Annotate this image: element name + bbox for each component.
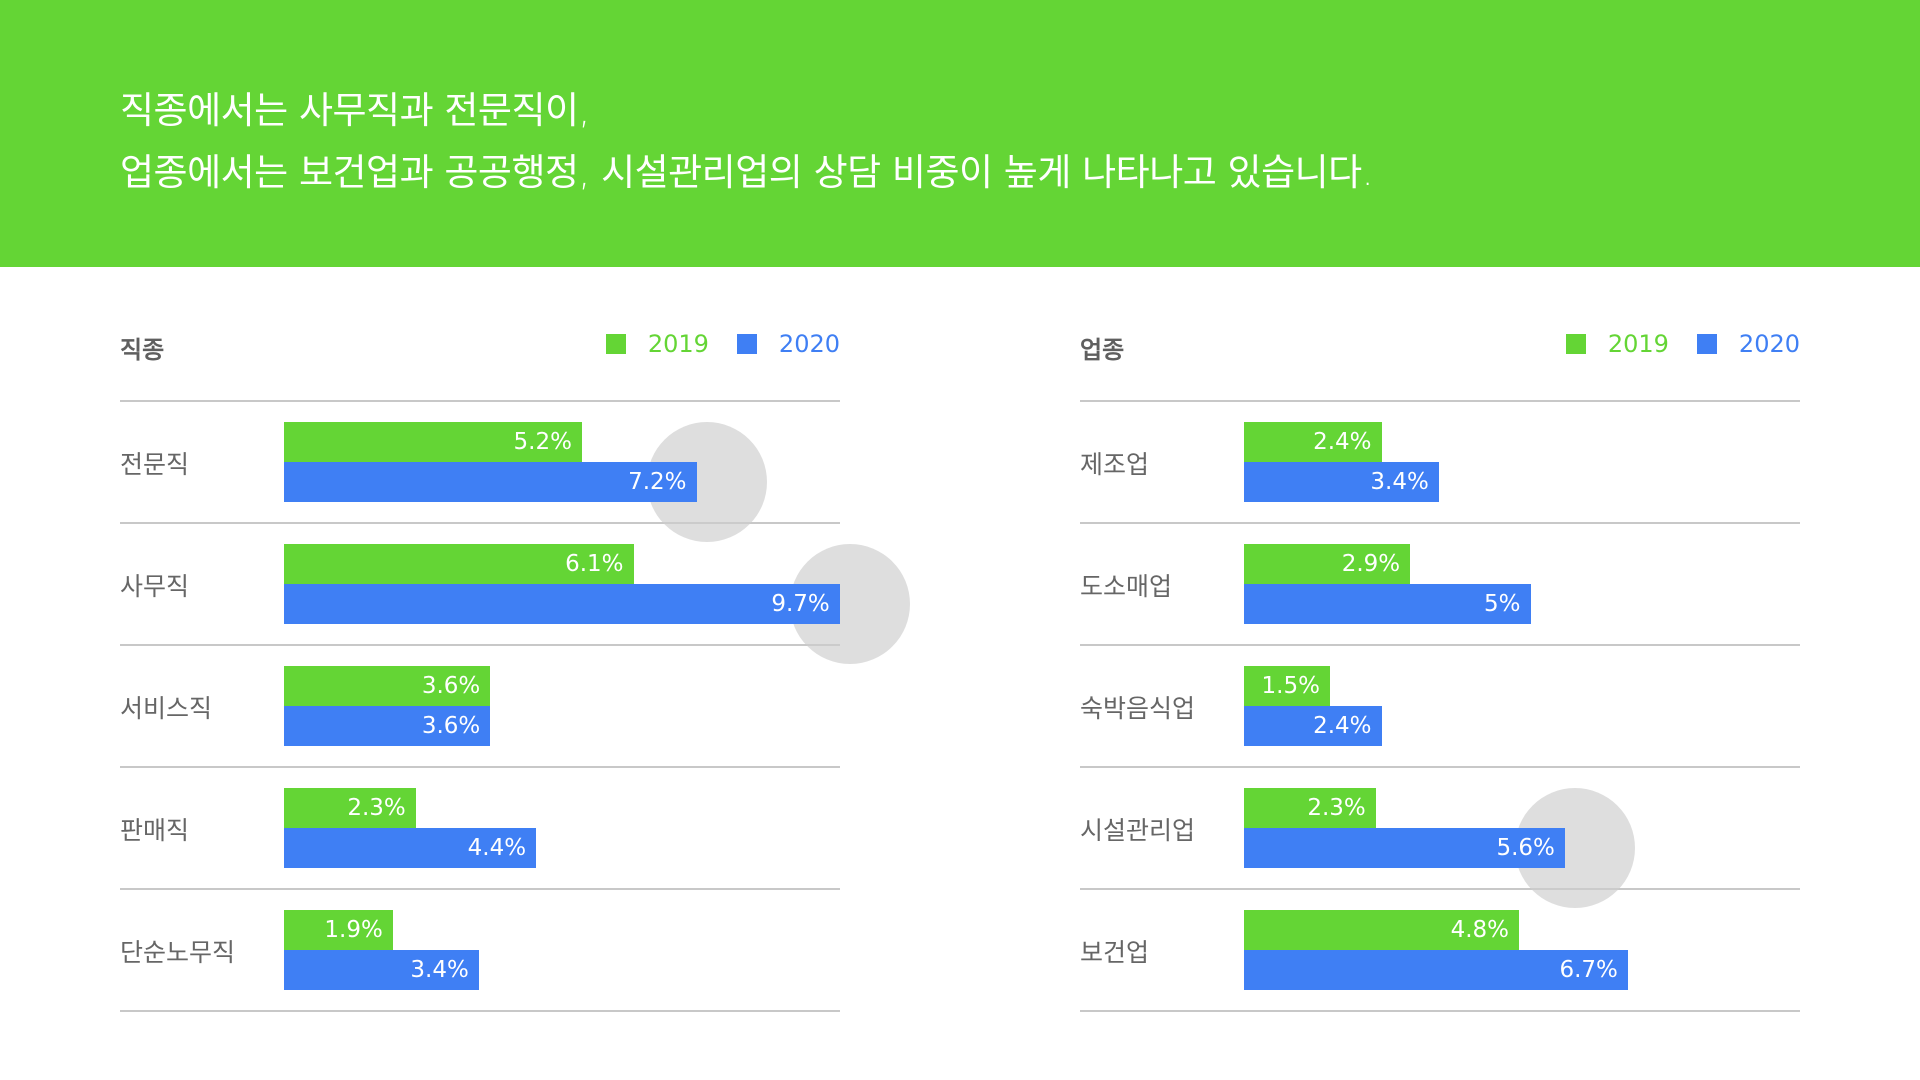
row-divider	[120, 1010, 840, 1012]
row-divider	[1080, 1010, 1800, 1012]
row-divider	[1080, 644, 1800, 646]
category-label: 보건업	[1080, 938, 1150, 967]
bar-2020: 3.6%	[284, 706, 491, 746]
bar-2020: 4.4%	[284, 828, 537, 868]
bar-2019: 1.9%	[284, 910, 393, 950]
bar-2020: 3.4%	[1244, 462, 1439, 502]
category-label: 숙박음식업	[1080, 694, 1196, 723]
legend-item-2020: 2020	[1696, 330, 1800, 358]
chart-legend: 2019 2020	[1538, 330, 1800, 358]
category-label: 판매직	[120, 816, 190, 845]
legend-label-2020: 2020	[778, 330, 840, 358]
row-divider	[1080, 888, 1800, 890]
row-divider	[1080, 522, 1800, 524]
category-label: 시설관리업	[1080, 816, 1196, 845]
header-line-1: 직종에서는 사무직과 전문직이,	[120, 89, 590, 132]
bar-2019: 5.2%	[284, 422, 582, 462]
bar-2020: 3.4%	[284, 950, 479, 990]
category-label: 단순노무직	[120, 938, 236, 967]
bar-2019: 4.8%	[1244, 910, 1520, 950]
industry-chart: 업종 2019 2020 제조업 2.4% 3.4% 도소매업 2.9% 5% 숙박음식업 1…	[1080, 300, 1800, 1020]
row-divider	[120, 644, 840, 646]
legend-item-2019: 2019	[1565, 330, 1669, 358]
legend-item-2019: 2019	[605, 330, 709, 358]
legend-label-2019: 2019	[1607, 330, 1669, 358]
legend-label-2019: 2019	[647, 330, 709, 358]
row-divider	[120, 888, 840, 890]
bar-2019: 2.3%	[284, 788, 416, 828]
bar-2019: 2.3%	[1244, 788, 1376, 828]
bar-2020: 5%	[1244, 584, 1531, 624]
bar-2020: 6.7%	[1244, 950, 1628, 990]
category-label: 서비스직	[120, 694, 213, 723]
header-banner: 직종에서는 사무직과 전문직이, 업종에서는 보건업과 공공행정, 시설관리업의…	[0, 0, 1920, 267]
category-label: 도소매업	[1080, 572, 1173, 601]
row-divider	[1080, 766, 1800, 768]
row-divider	[120, 400, 840, 402]
bar-2019: 2.9%	[1244, 544, 1411, 584]
chart-title: 업종	[1080, 336, 1125, 364]
bar-2019: 1.5%	[1244, 666, 1330, 706]
row-divider	[120, 522, 840, 524]
chart-title: 직종	[120, 336, 165, 364]
legend-swatch-2019	[1565, 334, 1586, 354]
bar-2020: 2.4%	[1244, 706, 1382, 746]
legend-swatch-2020	[736, 334, 757, 354]
bar-2020: 9.7%	[284, 584, 840, 624]
row-divider	[1080, 400, 1800, 402]
legend-label-2020: 2020	[1738, 330, 1800, 358]
occupation-chart: 직종 2019 2020 전문직 5.2% 7.2% 사무직 6.1% 9.7% 서비스직 3…	[120, 300, 910, 1020]
legend-item-2020: 2020	[736, 330, 840, 358]
category-label: 사무직	[120, 572, 190, 601]
legend-swatch-2020	[1696, 334, 1717, 354]
bar-2019: 3.6%	[284, 666, 491, 706]
bar-2019: 6.1%	[284, 544, 634, 584]
category-label: 제조업	[1080, 450, 1150, 479]
bar-2020: 7.2%	[284, 462, 697, 502]
category-label: 전문직	[120, 450, 190, 479]
row-divider	[120, 766, 840, 768]
chart-legend: 2019 2020	[578, 330, 840, 358]
header-line-2: 업종에서는 보건업과 공공행정, 시설관리업의 상담 비중이 높게 나타나고 있…	[120, 151, 1373, 194]
legend-swatch-2019	[605, 334, 626, 354]
bar-2019: 2.4%	[1244, 422, 1382, 462]
bar-2020: 5.6%	[1244, 828, 1565, 868]
